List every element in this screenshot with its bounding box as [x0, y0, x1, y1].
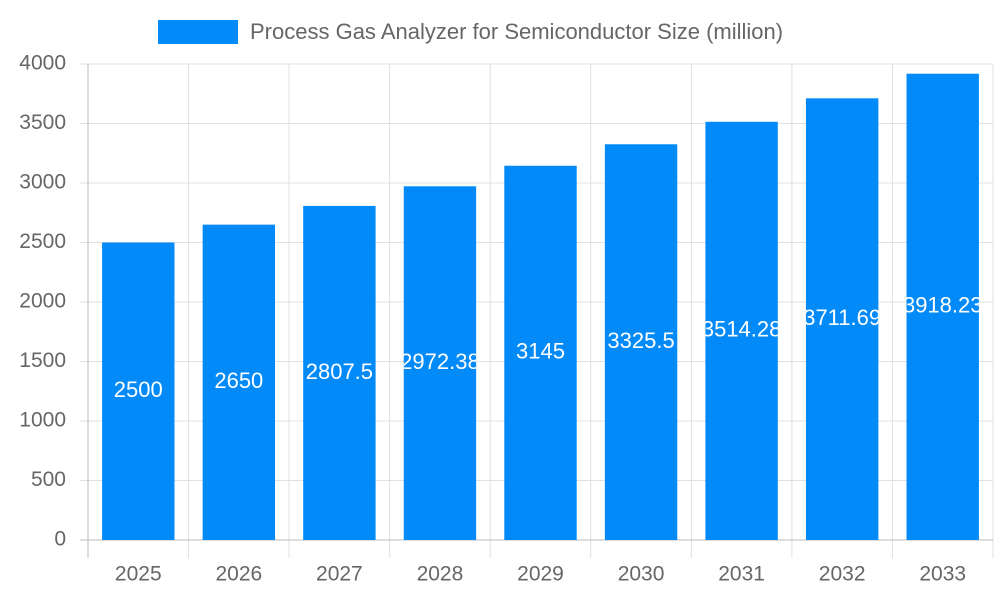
value-label: 2650 [214, 368, 263, 393]
y-tick-label: 3500 [19, 111, 66, 134]
bar [906, 73, 979, 541]
bar [604, 144, 678, 540]
value-label: 2807.5 [306, 359, 373, 384]
bar [805, 98, 879, 540]
bar [202, 224, 276, 540]
y-tick-label: 3000 [19, 171, 66, 194]
value-label: 2500 [114, 377, 163, 402]
bar [504, 165, 577, 540]
y-tick-label: 2000 [19, 290, 66, 313]
x-tick-label: 2026 [215, 563, 262, 586]
x-tick-label: 2030 [618, 563, 665, 586]
y-tick-label: 2500 [19, 230, 66, 253]
x-tick-label: 2025 [115, 563, 162, 586]
value-label: 3325.5 [607, 328, 674, 353]
legend-label: Process Gas Analyzer for Semiconductor S… [250, 19, 783, 44]
x-tick-label: 2028 [417, 563, 464, 586]
bar [403, 186, 477, 540]
y-tick-label: 0 [54, 528, 66, 551]
bar [102, 242, 175, 540]
x-tick-label: 2033 [919, 563, 966, 586]
value-label: 3145 [516, 339, 565, 364]
x-tick-label: 2032 [819, 563, 866, 586]
bar [303, 205, 376, 540]
x-tick-label: 2027 [316, 563, 363, 586]
bar [705, 121, 778, 540]
y-tick-label: 1500 [19, 349, 66, 372]
x-tick-label: 2029 [517, 563, 564, 586]
x-tick-label: 2031 [718, 563, 765, 586]
value-label: 3711.69 [803, 305, 881, 330]
legend-swatch [158, 20, 238, 44]
y-tick-label: 500 [31, 468, 66, 491]
value-label: 3514.28 [702, 317, 782, 342]
y-tick-label: 4000 [19, 52, 66, 75]
y-tick-label: 1000 [19, 409, 66, 432]
value-label: 2972.38 [400, 349, 480, 374]
value-label: 3918.23 [903, 293, 983, 318]
